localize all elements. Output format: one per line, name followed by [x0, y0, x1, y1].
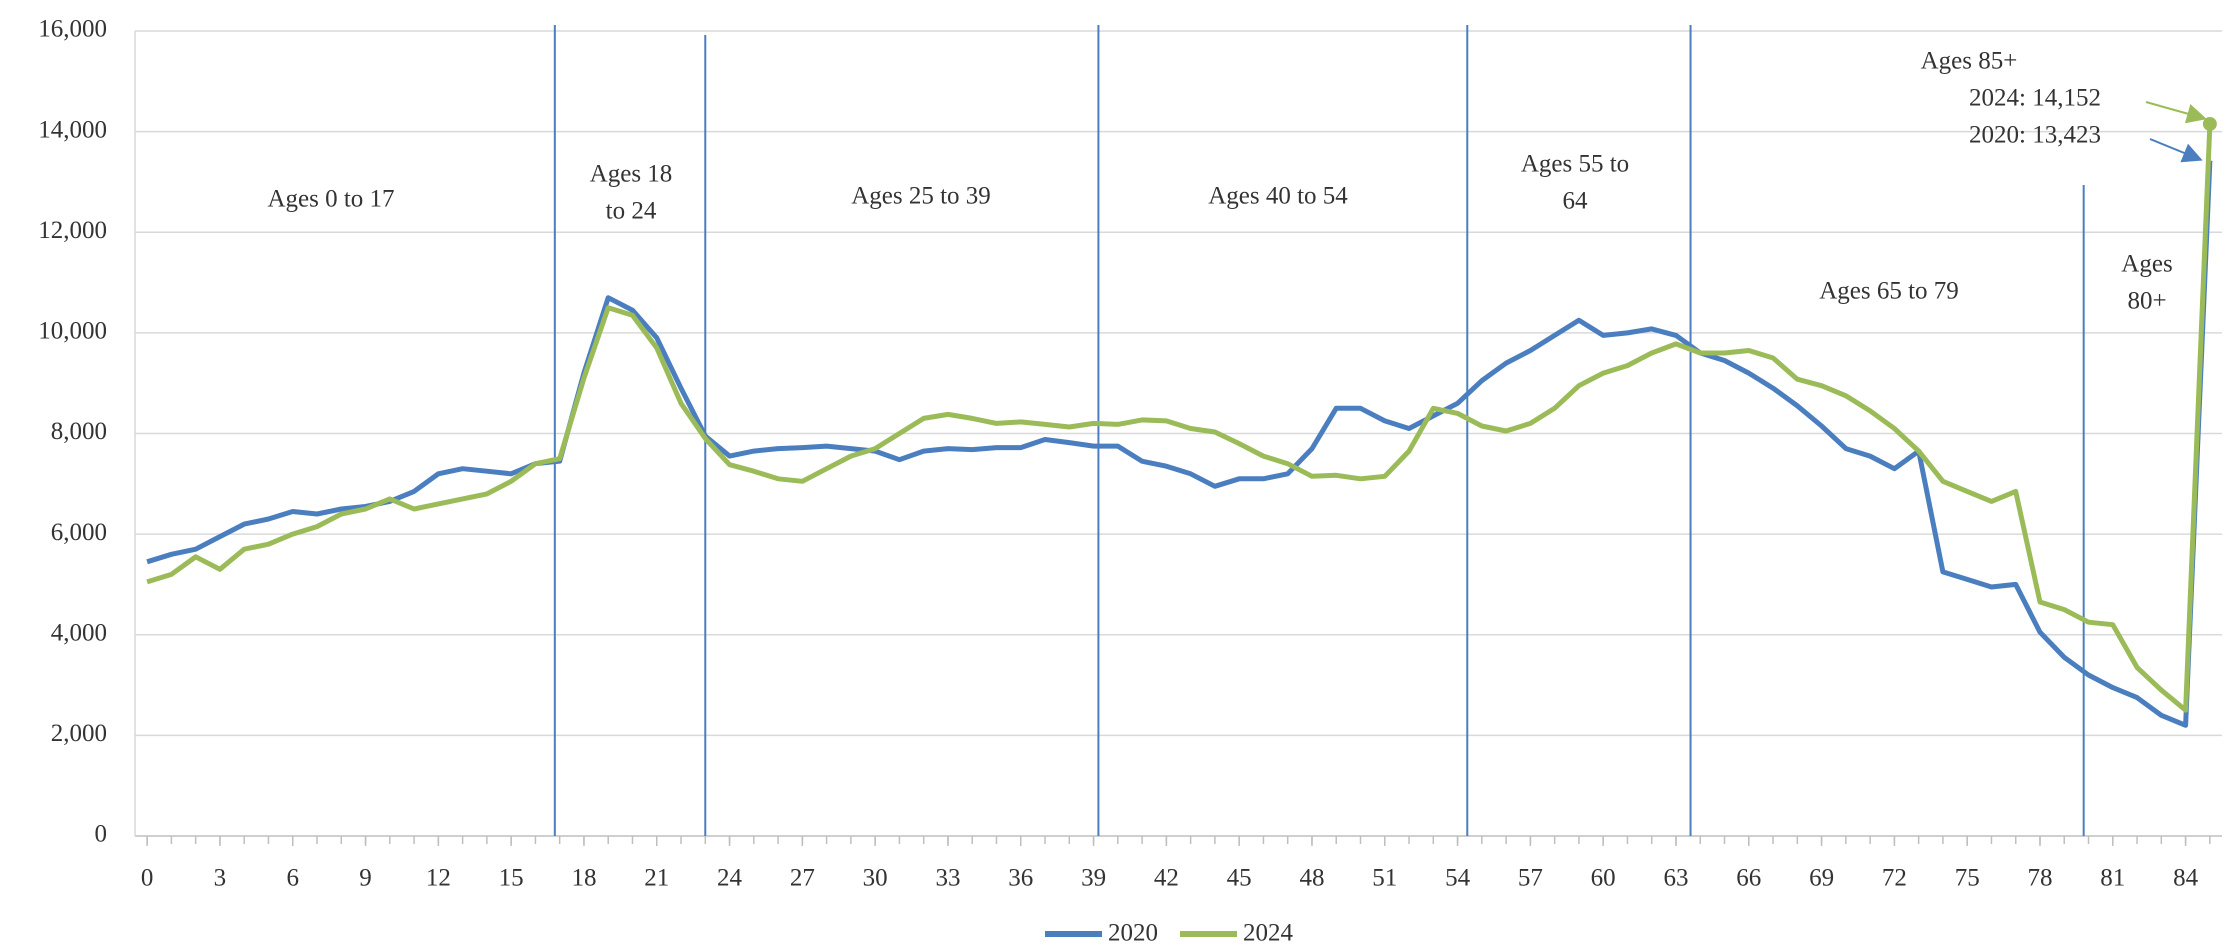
- x-tick-label: 24: [717, 865, 743, 892]
- x-tick-label: 63: [1663, 865, 1688, 892]
- x-tick-label: 60: [1591, 865, 1616, 892]
- age-group-label: Ages: [2121, 251, 2172, 278]
- callout-label: 2020: 13,423: [1969, 122, 2101, 149]
- age-group-label: Ages 0 to 17: [267, 186, 394, 213]
- x-tick-label: 72: [1882, 865, 1907, 892]
- legend-label: 2020: [1108, 920, 1158, 947]
- y-tick-label: 14,000: [38, 116, 107, 143]
- y-tick-label: 8,000: [51, 418, 107, 445]
- x-tick-label: 45: [1227, 865, 1252, 892]
- callout-label: 2024: 14,152: [1969, 85, 2101, 112]
- x-tick-label: 3: [214, 865, 227, 892]
- series-line: [146, 123, 2213, 713]
- x-tick-label: 18: [571, 865, 596, 892]
- x-tick-label: 0: [141, 865, 154, 892]
- y-tick-label: 4,000: [51, 619, 107, 646]
- age-group-label: Ages 25 to 39: [851, 183, 991, 210]
- x-tick-label: 81: [2100, 865, 2125, 892]
- x-tick-label: 6: [286, 865, 299, 892]
- x-tick-label: 75: [1955, 865, 1980, 892]
- x-tick-label: 9: [359, 865, 372, 892]
- x-tick-label: 69: [1809, 865, 1834, 892]
- legend-label: 2024: [1243, 920, 1294, 947]
- age-group-label: 80+: [2127, 288, 2166, 315]
- callout-arrow: [2145, 101, 2207, 124]
- x-tick-label: 15: [499, 865, 524, 892]
- x-tick-label: 42: [1154, 865, 1179, 892]
- x-tick-label: 84: [2173, 865, 2199, 892]
- y-tick-label: 6,000: [51, 519, 107, 546]
- x-tick-label: 30: [863, 865, 888, 892]
- x-tick-label: 48: [1299, 865, 1324, 892]
- x-tick-label: 12: [426, 865, 451, 892]
- y-tick-label: 0: [95, 821, 108, 848]
- age-group-label: Ages 55 to: [1521, 151, 1629, 178]
- callout-label: Ages 85+: [1921, 48, 2018, 75]
- y-tick-label: 12,000: [38, 217, 107, 244]
- x-tick-label: 36: [1008, 865, 1033, 892]
- y-tick-label: 16,000: [38, 16, 107, 43]
- age-group-label: Ages 40 to 54: [1208, 183, 1348, 210]
- x-tick-label: 66: [1736, 865, 1761, 892]
- x-tick-label: 54: [1445, 865, 1471, 892]
- x-tick-label: 21: [644, 865, 669, 892]
- x-tick-label: 51: [1372, 865, 1397, 892]
- age-group-label: Ages 65 to 79: [1819, 278, 1959, 305]
- x-tick-label: 78: [2027, 865, 2052, 892]
- end-marker: [2202, 116, 2217, 131]
- series-line: [146, 160, 2213, 728]
- y-tick-label: 2,000: [51, 720, 107, 747]
- x-tick-label: 27: [790, 865, 815, 892]
- age-group-label: to 24: [606, 198, 657, 225]
- x-tick-label: 39: [1081, 865, 1106, 892]
- age-group-label: 64: [1563, 188, 1589, 215]
- age-group-label: Ages 18: [590, 161, 673, 188]
- x-tick-label: 57: [1518, 865, 1543, 892]
- y-tick-label: 10,000: [38, 318, 107, 345]
- callout-arrow: [2149, 138, 2203, 163]
- x-tick-label: 33: [935, 865, 960, 892]
